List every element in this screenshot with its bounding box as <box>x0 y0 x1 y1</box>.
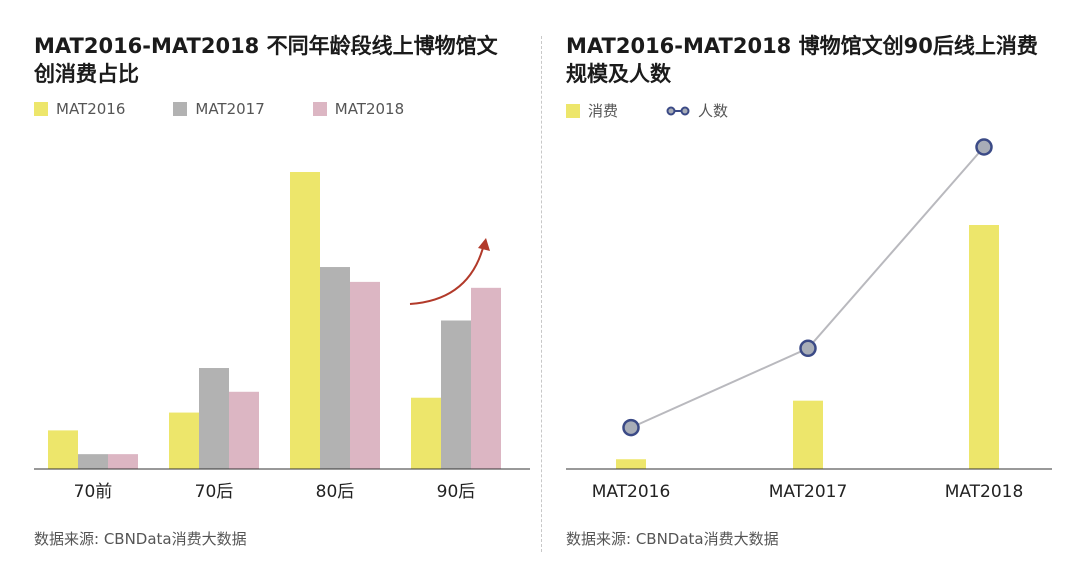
legend-label-people: 人数 <box>698 102 729 120</box>
right-source-note: 数据来源: CBNData消费大数据 <box>566 530 779 548</box>
x-tick-label: 70后 <box>195 482 234 502</box>
legend-swatch-spend <box>566 103 580 118</box>
bar-mat2018-1 <box>229 391 259 469</box>
legend-item-mat2017: MAT2017 <box>173 100 265 118</box>
bar-mat2018-2 <box>350 281 380 469</box>
right-combo-chart: MAT2016 MAT2017 MAT2018 <box>566 138 1052 502</box>
legend-swatch-mat2017 <box>173 102 188 116</box>
x-tick-label: MAT2017 <box>769 482 848 502</box>
bar-mat2016-1 <box>169 412 199 469</box>
bar-mat2016-0 <box>48 430 78 469</box>
legend-item-spend: 消费 <box>566 100 618 121</box>
bar-mat2018-3 <box>471 287 501 469</box>
x-tick-label: 90后 <box>437 482 476 502</box>
legend-label-mat2017: MAT2017 <box>195 100 265 118</box>
legend-item-people: 人数 <box>666 100 728 121</box>
bar-mat2017-0 <box>78 454 108 469</box>
legend-label-spend: 消费 <box>588 102 619 120</box>
right-title-line2: 规模及人数 <box>566 62 671 86</box>
legend-swatch-mat2018 <box>312 102 327 116</box>
legend-label-mat2016: MAT2016 <box>56 100 126 118</box>
trend-arrow-icon <box>409 243 485 305</box>
legend-swatch-mat2016 <box>34 102 48 116</box>
right-legend: 消费 人数 <box>566 100 776 121</box>
people-marker-0 <box>622 418 640 437</box>
left-source-note: 数据来源: CBNData消费大数据 <box>34 530 247 548</box>
right-chart-title: MAT2016-MAT2018 博物馆文创90后线上消费 规模及人数 <box>566 32 1066 88</box>
x-tick-label: 80后 <box>316 482 355 502</box>
trend-arrow-head-icon <box>478 238 490 251</box>
x-tick-label: 70前 <box>74 482 113 502</box>
bar-spend-0 <box>616 459 646 469</box>
legend-item-mat2016: MAT2016 <box>34 100 125 118</box>
legend-label-mat2018: MAT2018 <box>334 100 405 118</box>
bar-mat2017-2 <box>320 267 350 469</box>
legend-line-marker-icon <box>666 106 690 115</box>
left-legend: MAT2016 MAT2017 MAT2018 <box>34 100 452 118</box>
left-title-line1: MAT2016-MAT2018 不同年龄段线上博物馆文 <box>34 34 498 58</box>
legend-item-mat2018: MAT2018 <box>312 100 405 118</box>
left-title-line2: 创消费占比 <box>34 62 139 86</box>
bar-spend-1 <box>793 400 823 469</box>
bar-spend-2 <box>969 225 999 469</box>
x-tick-label: MAT2018 <box>945 482 1024 502</box>
bar-mat2018-0 <box>108 454 138 469</box>
bar-mat2017-1 <box>199 368 229 469</box>
bar-mat2017-3 <box>441 320 471 469</box>
people-marker-1 <box>799 339 817 358</box>
bar-mat2016-3 <box>411 397 441 469</box>
bar-mat2016-2 <box>290 172 320 469</box>
panel-divider <box>541 36 542 552</box>
x-tick-label: MAT2016 <box>592 482 671 502</box>
people-line <box>630 146 985 429</box>
left-bar-chart: 70前 70后 80后 90后 <box>34 172 530 502</box>
right-title-line1: MAT2016-MAT2018 博物馆文创90后线上消费 <box>566 34 1038 58</box>
left-chart-title: MAT2016-MAT2018 不同年龄段线上博物馆文 创消费占比 <box>34 32 524 88</box>
people-marker-2 <box>975 138 993 156</box>
